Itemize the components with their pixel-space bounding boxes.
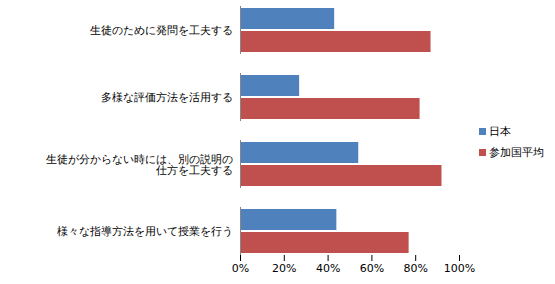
svg-text:様々な指導方法を用いて授業を行う: 様々な指導方法を用いて授業を行う	[57, 225, 233, 238]
svg-text:40%: 40%	[316, 262, 340, 275]
svg-text:20%: 20%	[272, 262, 296, 275]
svg-text:生徒が分からない時には、別の説明の仕方を工夫する: 生徒が分からない時には、別の説明の仕方を工夫する	[46, 153, 233, 177]
svg-text:100%: 100%	[444, 262, 475, 275]
svg-text:0%: 0%	[232, 262, 249, 275]
html-text:日本: 日本	[489, 125, 511, 138]
svg-text:60%: 60%	[360, 262, 384, 275]
svg-text:多様な評価方法を活用する: 多様な評価方法を活用する	[101, 91, 233, 104]
svg-text:80%: 80%	[403, 262, 427, 275]
html-text:参加国平均: 参加国平均	[489, 146, 544, 159]
svg-text:生徒のために発問を工夫する: 生徒のために発問を工夫する	[90, 24, 233, 37]
